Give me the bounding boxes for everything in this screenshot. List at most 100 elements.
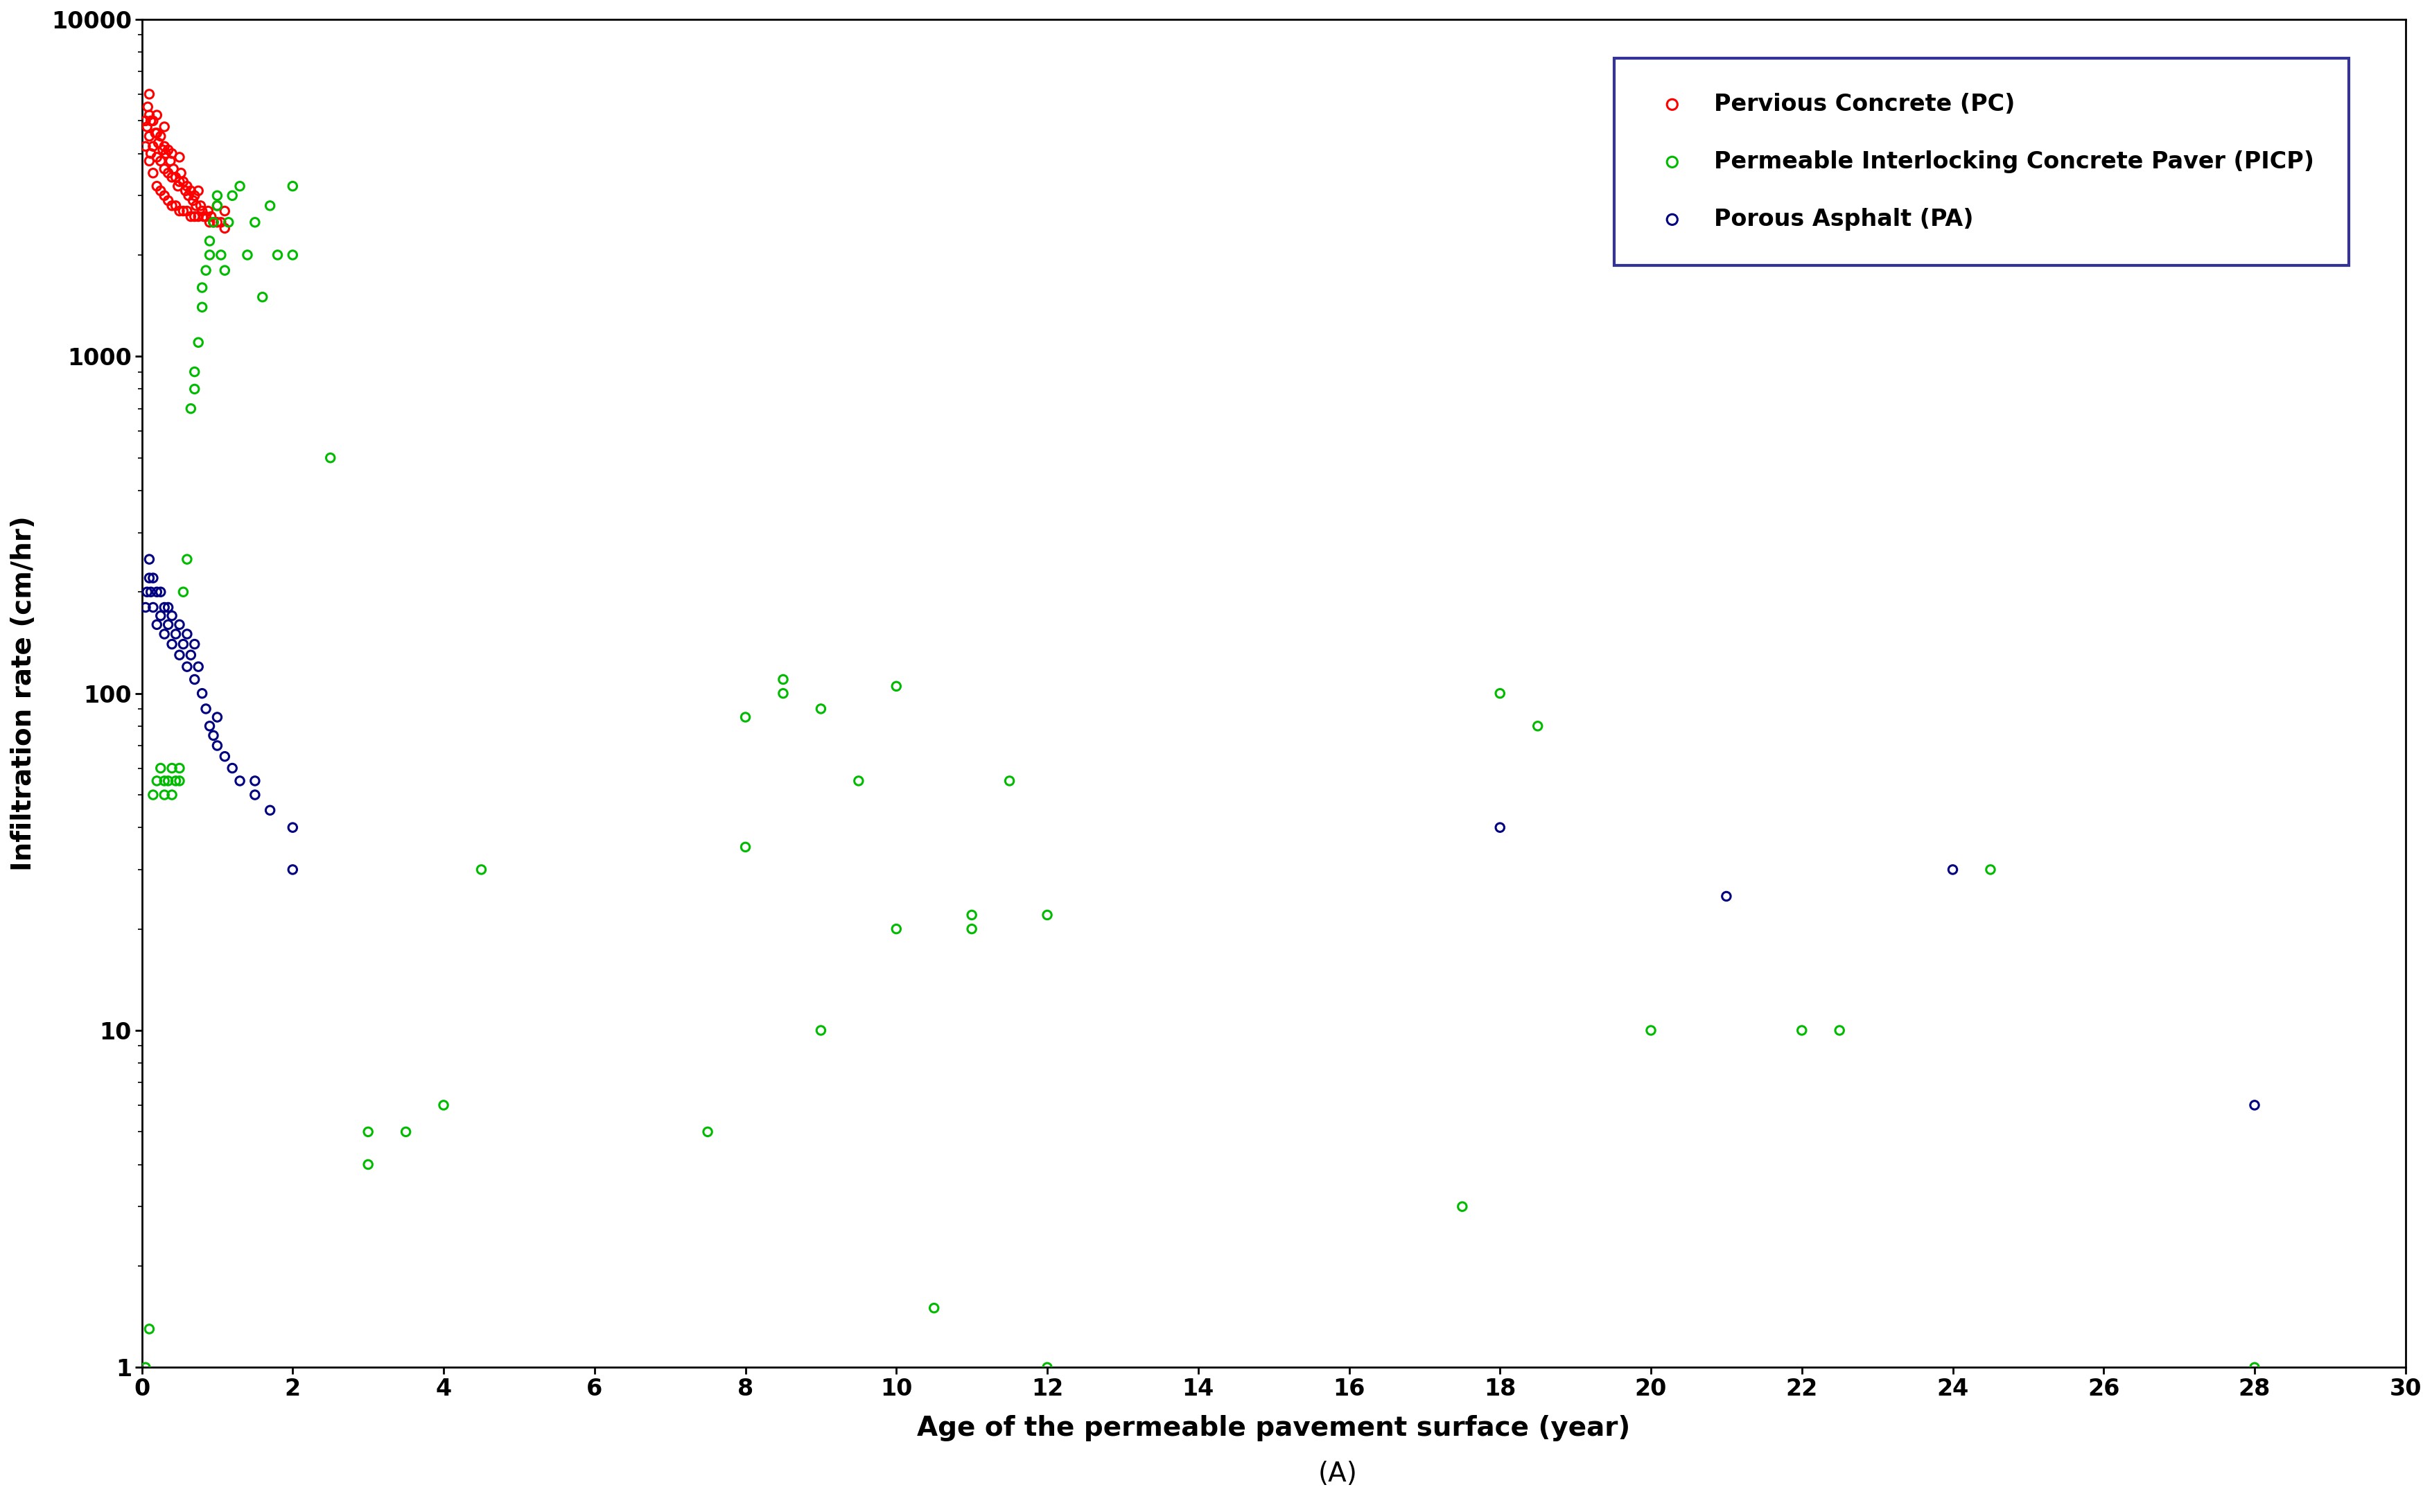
Point <box>168 621 207 646</box>
Point <box>197 705 236 729</box>
Point <box>148 189 187 213</box>
Point <box>134 596 173 620</box>
Point <box>190 228 229 253</box>
Point <box>197 194 236 218</box>
Point <box>153 756 192 780</box>
Point <box>126 596 165 620</box>
Point <box>170 396 209 420</box>
Point <box>161 768 199 792</box>
Point <box>914 1296 953 1320</box>
Point <box>126 115 165 139</box>
Point <box>764 682 803 706</box>
Point <box>161 160 199 184</box>
Point <box>136 121 175 145</box>
Point <box>168 174 207 198</box>
Point <box>163 200 202 224</box>
Point <box>156 165 195 189</box>
Point <box>146 115 185 139</box>
Point <box>236 768 275 792</box>
Point <box>134 109 173 133</box>
Point <box>158 174 197 198</box>
Text: (A): (A) <box>1318 1461 1357 1488</box>
Point <box>129 82 168 106</box>
Point <box>878 674 917 699</box>
Point <box>1029 903 1068 927</box>
Point <box>214 756 253 780</box>
Point <box>146 621 185 646</box>
Point <box>221 768 260 792</box>
Point <box>190 200 229 224</box>
Point <box>195 723 233 747</box>
Y-axis label: Infiltration rate (cm/hr): Infiltration rate (cm/hr) <box>10 516 36 871</box>
Point <box>187 697 226 721</box>
Point <box>170 204 209 228</box>
Point <box>146 783 185 807</box>
Point <box>146 183 185 207</box>
Point <box>180 204 219 228</box>
Point <box>129 95 168 119</box>
Point <box>129 565 168 590</box>
Point <box>131 142 170 166</box>
Point <box>175 376 214 401</box>
Point <box>146 596 185 620</box>
Point <box>141 178 180 203</box>
Point <box>153 157 192 181</box>
Point <box>803 1018 841 1042</box>
Point <box>272 815 311 839</box>
Point <box>134 783 173 807</box>
Point <box>146 768 185 792</box>
Point <box>141 148 180 172</box>
Point <box>143 138 182 162</box>
Point <box>129 1317 168 1341</box>
Point <box>727 705 766 729</box>
Point <box>139 132 178 156</box>
Point <box>168 547 207 572</box>
Point <box>129 124 168 148</box>
Point <box>180 178 219 203</box>
Point <box>168 655 207 679</box>
Point <box>161 145 199 169</box>
Point <box>236 210 275 234</box>
Point <box>204 744 243 768</box>
Point <box>134 135 173 159</box>
Point <box>182 200 221 224</box>
Point <box>151 148 190 172</box>
Point <box>161 169 199 194</box>
Point <box>190 210 229 234</box>
Point <box>195 210 233 234</box>
Legend: Pervious Concrete (PC), Permeable Interlocking Concrete Paver (PICP), Porous Asp: Pervious Concrete (PC), Permeable Interl… <box>1615 57 2349 265</box>
Point <box>148 612 187 637</box>
Point <box>953 903 992 927</box>
Point <box>168 200 207 224</box>
Point <box>190 714 229 738</box>
Point <box>170 178 209 203</box>
Point <box>134 565 173 590</box>
Point <box>175 667 214 691</box>
Point <box>1783 1018 1822 1042</box>
Point <box>161 612 199 637</box>
Point <box>175 632 214 656</box>
Point <box>153 783 192 807</box>
Point <box>204 216 243 240</box>
Point <box>1970 857 2009 881</box>
Point <box>126 135 165 159</box>
Point <box>197 210 236 234</box>
Point <box>180 194 219 218</box>
Point <box>185 204 224 228</box>
Point <box>163 632 202 656</box>
Point <box>348 1152 387 1176</box>
Point <box>136 174 175 198</box>
Point <box>136 121 175 145</box>
Point <box>182 275 221 299</box>
Point <box>1819 1018 1858 1042</box>
Point <box>204 200 243 224</box>
Point <box>221 174 260 198</box>
Point <box>141 756 180 780</box>
Point <box>1481 682 1520 706</box>
Point <box>1518 714 1556 738</box>
Point <box>202 243 241 268</box>
Point <box>348 1120 387 1145</box>
Point <box>129 547 168 572</box>
Point <box>148 768 187 792</box>
Point <box>136 103 175 127</box>
